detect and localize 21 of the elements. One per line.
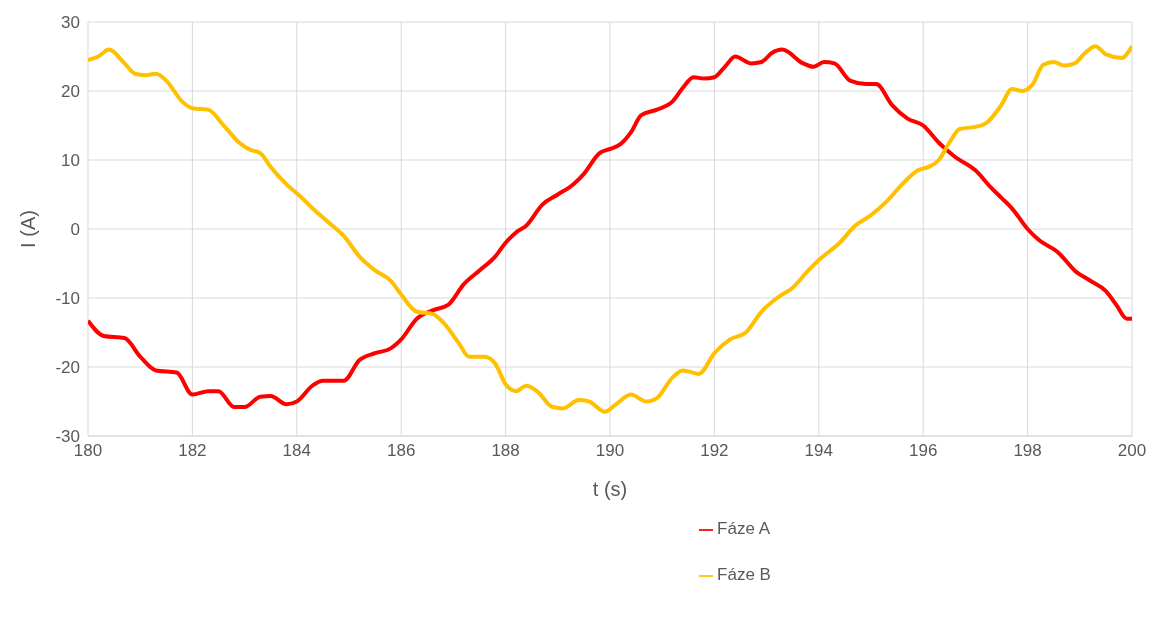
y-tick-label: 0 [70,220,80,240]
x-tick-label: 198 [1013,441,1042,461]
legend-label: Fáze B [717,565,771,584]
legend-label: Fáze A [717,519,770,538]
x-tick-label: 196 [909,441,938,461]
x-tick-label: 190 [595,441,625,461]
x-tick-label: 182 [178,441,207,461]
y-axis-title: I (A) [17,210,40,248]
y-tick-label: 20 [61,82,80,102]
y-tick-label: -20 [55,358,80,378]
x-tick-label: 192 [700,441,729,461]
x-tick-label: 200 [1117,441,1147,461]
x-tick-label: 180 [73,441,103,461]
y-tick-label: 10 [61,151,80,171]
x-tick-label: 184 [282,441,311,461]
x-tick-label: 188 [491,441,520,461]
x-axis-title: t (s) [592,478,628,500]
x-tick-label: 186 [387,441,416,461]
x-tick-label: 194 [804,441,833,461]
y-tick-label: 30 [61,13,80,33]
y-tick-label: -10 [55,289,80,309]
